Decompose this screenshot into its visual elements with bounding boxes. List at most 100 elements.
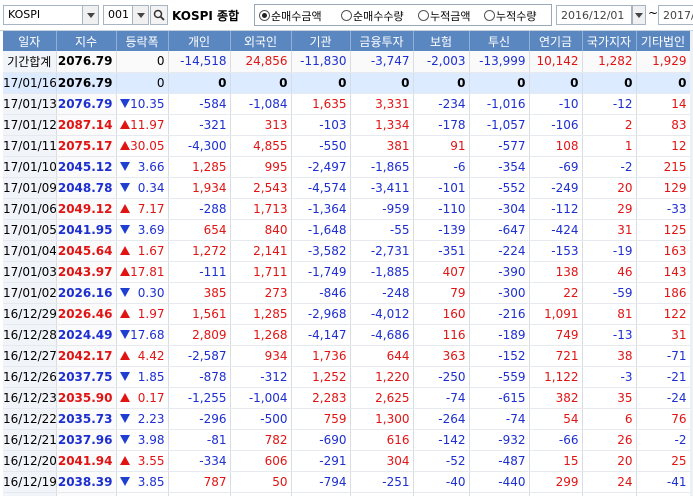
down-triangle-icon xyxy=(119,434,130,444)
value-cell: -2,968 xyxy=(291,303,351,325)
table-row[interactable]: 16/12/21 2037.96 3.98 -81 782 -690 616 -142 -932… xyxy=(3,429,691,451)
column-header[interactable]: 국가지자 xyxy=(582,31,637,51)
value-cell: 1,300 xyxy=(350,408,414,430)
search-icon xyxy=(153,9,165,21)
calendar-dropdown-icon[interactable] xyxy=(632,5,646,25)
value-cell: -487 xyxy=(469,450,530,472)
date-to-value: 2017/ xyxy=(663,9,693,22)
table-row[interactable]: 17/01/02 2026.16 0.30 385 273 -846 -248 79 -300 2… xyxy=(3,282,691,304)
value-cell: 24,856 xyxy=(230,51,292,73)
value-cell: 382 xyxy=(529,387,583,409)
value-cell: -615 xyxy=(469,387,530,409)
date-to-field[interactable]: 2017/ xyxy=(658,5,693,25)
up-triangle-icon xyxy=(119,392,130,402)
value-cell: 273 xyxy=(230,282,292,304)
value-cell: 304 xyxy=(350,450,414,472)
table-row[interactable]: 17/01/10 2045.12 3.66 1,285 995 -2,497 -1,865-… xyxy=(3,156,691,178)
value-cell: 644 xyxy=(350,345,414,367)
chevron-down-icon[interactable] xyxy=(82,6,98,24)
value-cell: -300 xyxy=(469,282,530,304)
table-row[interactable]: 17/01/16 2076.79 0 0 0 0 0 0 0 0 0 0 xyxy=(3,72,691,94)
up-triangle-icon xyxy=(119,245,130,255)
value-cell: 782 xyxy=(230,429,292,451)
change-cell: 3.66 xyxy=(116,156,169,178)
table-row[interactable]: 16/12/29 2026.46 1.97 1,561 1,285 -2,968 -4,01… xyxy=(3,303,691,325)
column-header[interactable]: 기타법인 xyxy=(636,31,691,51)
table-row[interactable]: 16/12/162042.245.59254676-1,621-1,720-18… xyxy=(3,492,691,496)
radio-cumulative-amount[interactable]: 누적금액 xyxy=(418,8,470,24)
table-row[interactable]: 17/01/04 2045.64 1.67 1,272 2,141 -3,582 -2,73… xyxy=(3,240,691,262)
index-cell: 2043.97 xyxy=(56,261,117,283)
table-row[interactable]: 16/12/23 2035.90 0.17 -1,255 -1,004 2,283 2,62… xyxy=(3,387,691,409)
radio-cumulative-quantity[interactable]: 누적수량 xyxy=(484,8,536,24)
change-cell: 3.98 xyxy=(116,429,169,451)
column-header[interactable]: 투신 xyxy=(469,31,530,51)
column-header[interactable]: 금융투자 xyxy=(350,31,414,51)
table-row[interactable]: 17/01/05 2041.95 3.69 654 840 -1,648 -55 -139 -6… xyxy=(3,219,691,241)
search-button[interactable] xyxy=(150,5,168,25)
up-triangle-icon xyxy=(119,308,130,318)
table-row[interactable]: 17/01/11 2075.17 30.05 -4,300 4,855 -550 381 91… xyxy=(3,135,691,157)
table-row[interactable]: 16/12/28 2024.49 17.68 2,809 1,268 -4,147 -4,6… xyxy=(3,324,691,346)
change-cell: 11.97 xyxy=(116,114,169,136)
value-cell: 1,929 xyxy=(636,51,691,73)
value-cell: 2 xyxy=(582,114,637,136)
value-cell: 840 xyxy=(230,219,292,241)
vertical-scrollbar[interactable] xyxy=(690,31,693,496)
table-row[interactable]: 기간합계 2076.79 0 -14,518 24,856 -11,830 -3,747 -2… xyxy=(3,51,691,73)
market-select[interactable]: KOSPI xyxy=(3,5,99,25)
table-row[interactable]: 17/01/13 2076.79 10.35 -584 -1,084 1,635 3,331… xyxy=(3,93,691,115)
value-cell: -959 xyxy=(350,198,414,220)
value-cell: 254 xyxy=(168,492,231,496)
radio-net-buy-quantity[interactable]: 순매수수량 xyxy=(341,8,404,24)
radio-label: 순매수수량 xyxy=(353,10,404,23)
radio-net-buy-amount[interactable]: 순매수금액 xyxy=(259,8,322,24)
down-triangle-icon xyxy=(119,287,130,297)
down-triangle-icon xyxy=(119,476,130,486)
value-cell: 76 xyxy=(636,408,691,430)
index-cell: 2041.95 xyxy=(56,219,117,241)
table-row[interactable]: 17/01/12 2087.14 11.97 -321 313 -103 1,334 -178… xyxy=(3,114,691,136)
table-row[interactable]: 17/01/03 2043.97 17.81 -111 1,711 -1,749 -1,88… xyxy=(3,261,691,283)
radio-label: 누적수량 xyxy=(496,10,537,23)
change-value: 3.66 xyxy=(137,159,165,174)
table-row[interactable]: 16/12/22 2035.73 2.23 -296 -500 759 1,300 -264-… xyxy=(3,408,691,430)
column-header[interactable]: 연기금 xyxy=(529,31,583,51)
chevron-down-icon[interactable] xyxy=(132,6,148,24)
index-cell: 2035.73 xyxy=(56,408,117,430)
table-row[interactable]: 17/01/09 2048.78 0.34 1,934 2,543 -4,574 -3,41… xyxy=(3,177,691,199)
column-header[interactable]: 보험 xyxy=(413,31,470,51)
value-cell: 0 xyxy=(529,72,583,94)
value-cell: 3,331 xyxy=(350,93,414,115)
value-cell: 1 xyxy=(582,135,637,157)
column-header[interactable]: 기관 xyxy=(291,31,351,51)
table-row[interactable]: 16/12/20 2041.94 3.55 -334 606 -291 304 -52 -487… xyxy=(3,450,691,472)
column-header[interactable]: 지수 xyxy=(56,31,117,51)
date-cell: 17/01/03 xyxy=(3,261,57,283)
investor-trading-table: 일자 지수 등락폭 개인 외국인 기관 금융투자 보험 투신 연기금 국가지자 기타법인 기간합계 20… xyxy=(3,31,691,496)
change-cell: 2.23 xyxy=(116,408,169,430)
code-select[interactable]: 001 xyxy=(103,5,149,25)
down-triangle-icon xyxy=(119,98,130,108)
date-from-field[interactable]: 2016/12/01 xyxy=(556,5,632,25)
column-header[interactable]: 일자 xyxy=(3,31,57,51)
value-cell: 83 xyxy=(636,114,691,136)
table-row[interactable]: 16/12/26 2037.75 1.85 -878 -312 1,252 1,220 -25… xyxy=(3,366,691,388)
radio-label: 누적금액 xyxy=(430,10,471,23)
value-cell: -81 xyxy=(168,429,231,451)
table-row[interactable]: 16/12/19 2038.39 3.85 787 50 -794 -251 -40 -440 2… xyxy=(3,471,691,493)
radio-icon xyxy=(484,10,495,21)
column-header[interactable]: 등락폭 xyxy=(116,31,169,51)
value-cell: 689 xyxy=(636,492,691,496)
table-row[interactable]: 16/12/27 2042.17 4.42 -2,587 934 1,736 644 363-… xyxy=(3,345,691,367)
date-cell: 16/12/26 xyxy=(3,366,57,388)
column-header[interactable]: 개인 xyxy=(168,31,231,51)
value-cell: -846 xyxy=(291,282,351,304)
change-value: 0 xyxy=(156,54,165,69)
value-cell: 54 xyxy=(529,408,583,430)
value-cell: -1,084 xyxy=(230,93,292,115)
date-cell: 기간합계 xyxy=(3,51,57,73)
table-row[interactable]: 17/01/06 2049.12 7.17 -288 1,713 -1,364 -959 -1… xyxy=(3,198,691,220)
value-cell: 50 xyxy=(230,471,292,493)
column-header[interactable]: 외국인 xyxy=(230,31,292,51)
